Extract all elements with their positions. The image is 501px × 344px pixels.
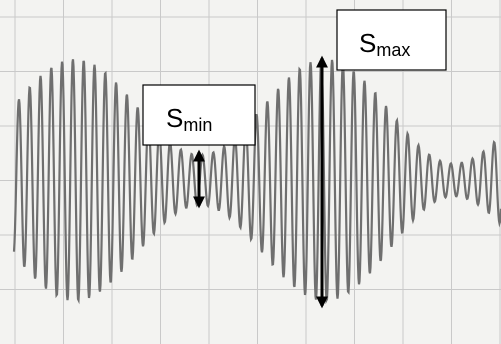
s-min-symbol: S [166,103,183,133]
s-max-subscript: max [376,40,410,60]
s-max-symbol: S [359,28,376,58]
page: Smin Smax (() => { const data = JSON.par… [0,0,501,344]
oscilloscope-figure: Smin Smax [0,0,501,344]
s-min-subscript: min [183,115,212,135]
